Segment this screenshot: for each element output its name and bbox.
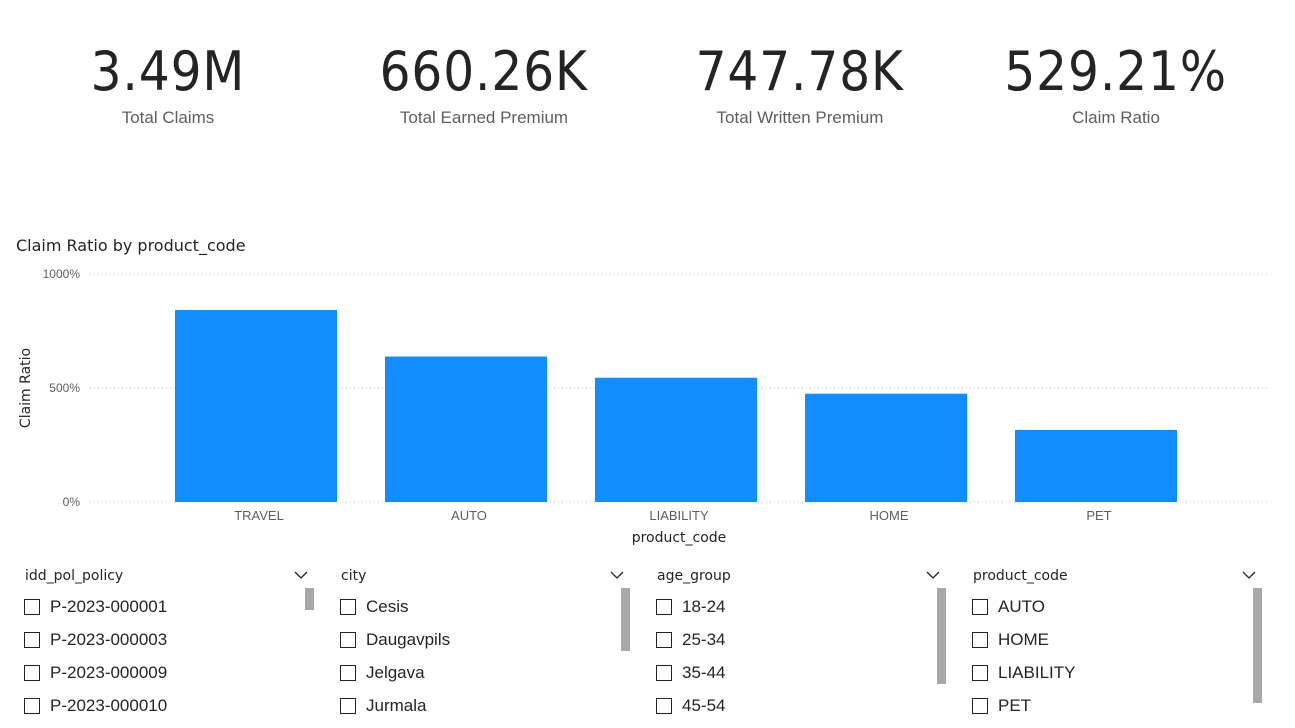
slicer-age-group[interactable]: age_group 18-24 25-34 35-44 45-54: [648, 562, 948, 728]
y-tick-label: 500%: [49, 381, 80, 395]
kpi-label: Total Claims: [121, 108, 215, 127]
y-axis-title: Claim Ratio: [18, 348, 34, 428]
x-axis-title: product_code: [632, 530, 727, 546]
list-item-label: 25-34: [682, 629, 726, 649]
bar: [1015, 429, 1177, 502]
checkbox[interactable]: [972, 631, 988, 648]
slicer-title[interactable]: city: [332, 562, 632, 590]
checkbox[interactable]: [24, 664, 40, 681]
slicer-idd-pol-policy[interactable]: idd_pol_policy P-2023-000001 P-2023-0000…: [16, 562, 316, 728]
list-item-label: 35-44: [682, 662, 726, 682]
kpi-value: 660.26K: [379, 40, 589, 103]
checkbox[interactable]: [340, 598, 356, 615]
list-item-label: 45-54: [682, 695, 726, 715]
y-tick-label: 1000%: [43, 267, 81, 281]
x-tick-label: TRAVEL: [234, 508, 284, 523]
slicer-title-text: product_code: [973, 568, 1068, 584]
list-item[interactable]: P-2023-000009: [16, 656, 316, 689]
bar-chart: 0% 500% 1000% TRAVEL AUTO LIABILITY HOME PET pro…: [18, 267, 1268, 546]
list-item-label: P-2023-000010: [50, 695, 168, 715]
x-tick-label: LIABILITY: [649, 508, 709, 523]
kpi-value: 529.21%: [1004, 40, 1228, 103]
slicer-title-text: city: [341, 568, 367, 584]
checkbox[interactable]: [972, 598, 988, 615]
checkbox[interactable]: [340, 631, 356, 648]
list-item[interactable]: 35-44: [648, 656, 948, 689]
y-tick-label: 0%: [63, 495, 81, 509]
kpi-claim-ratio: 529.21% Claim Ratio: [986, 40, 1246, 128]
list-item-label: Jelgava: [366, 662, 425, 682]
slicer-title[interactable]: idd_pol_policy: [16, 562, 316, 590]
scrollbar[interactable]: [937, 588, 946, 684]
list-item[interactable]: P-2023-000003: [16, 623, 316, 656]
list-item[interactable]: Jurmala: [332, 689, 632, 722]
checkbox[interactable]: [24, 631, 40, 648]
bar: [175, 310, 337, 502]
kpi-label: Total Earned Premium: [399, 108, 569, 127]
kpi-value: 3.49M: [90, 40, 246, 103]
kpi-total-claims: 3.49M Total Claims: [38, 40, 298, 128]
checkbox[interactable]: [972, 697, 988, 714]
kpi-total-earned-premium: 660.26K Total Earned Premium: [354, 40, 614, 128]
list-item[interactable]: P-2023-000001: [16, 590, 316, 623]
list-item-label: Jurmala: [366, 695, 427, 715]
list-item[interactable]: LIABILITY: [964, 656, 1264, 689]
list-item[interactable]: Jelgava: [332, 656, 632, 689]
checkbox[interactable]: [24, 598, 40, 615]
list-item-label: Cesis: [366, 596, 409, 616]
list-item-label: AUTO: [998, 596, 1045, 616]
checkbox[interactable]: [656, 697, 672, 714]
kpi-label: Total Written Premium: [716, 108, 884, 127]
bar: [805, 393, 967, 502]
kpi-total-written-premium: 747.78K Total Written Premium: [670, 40, 930, 128]
list-item-label: P-2023-000001: [50, 596, 168, 616]
checkbox[interactable]: [656, 598, 672, 615]
slicer-title-text: age_group: [657, 568, 731, 584]
list-item-label: Daugavpils: [366, 629, 451, 649]
slicer-city[interactable]: city Cesis Daugavpils Jelgava Jurmala: [332, 562, 632, 728]
bar: [385, 356, 547, 502]
chevron-down-icon[interactable]: [294, 568, 308, 582]
checkbox[interactable]: [972, 664, 988, 681]
list-item-label: 18-24: [682, 596, 726, 616]
list-item[interactable]: 45-54: [648, 689, 948, 722]
list-item[interactable]: HOME: [964, 623, 1264, 656]
list-item[interactable]: 25-34: [648, 623, 948, 656]
checkbox[interactable]: [340, 664, 356, 681]
slicer-product-code[interactable]: product_code AUTO HOME LIABILITY PET: [964, 562, 1264, 728]
list-item-label: P-2023-000003: [50, 629, 168, 649]
checkbox[interactable]: [24, 697, 40, 714]
slicer-title-text: idd_pol_policy: [25, 568, 124, 584]
list-item[interactable]: AUTO: [964, 590, 1264, 623]
kpi-label: Claim Ratio: [1072, 108, 1160, 127]
checkbox[interactable]: [656, 664, 672, 681]
bar: [595, 377, 757, 502]
list-item[interactable]: Daugavpils: [332, 623, 632, 656]
list-item[interactable]: Cesis: [332, 590, 632, 623]
scrollbar[interactable]: [305, 588, 314, 610]
kpi-value: 747.78K: [695, 40, 905, 103]
checkbox[interactable]: [340, 697, 356, 714]
slicer-title[interactable]: product_code: [964, 562, 1264, 590]
slicer-title[interactable]: age_group: [648, 562, 948, 590]
scrollbar[interactable]: [1253, 588, 1262, 703]
list-item[interactable]: P-2023-000010: [16, 689, 316, 722]
scrollbar[interactable]: [621, 588, 630, 651]
x-tick-label: AUTO: [451, 508, 487, 523]
chevron-down-icon[interactable]: [926, 568, 940, 582]
list-item[interactable]: 18-24: [648, 590, 948, 623]
list-item-label: HOME: [998, 629, 1049, 649]
chevron-down-icon[interactable]: [610, 568, 624, 582]
chart-title: Claim Ratio by product_code: [16, 236, 246, 255]
chevron-down-icon[interactable]: [1242, 568, 1256, 582]
list-item-label: LIABILITY: [998, 662, 1076, 682]
list-item-label: PET: [998, 695, 1032, 715]
list-item[interactable]: PET: [964, 689, 1264, 722]
x-tick-label: HOME: [870, 508, 909, 523]
list-item-label: P-2023-000009: [50, 662, 168, 682]
x-tick-label: PET: [1086, 508, 1111, 523]
checkbox[interactable]: [656, 631, 672, 648]
